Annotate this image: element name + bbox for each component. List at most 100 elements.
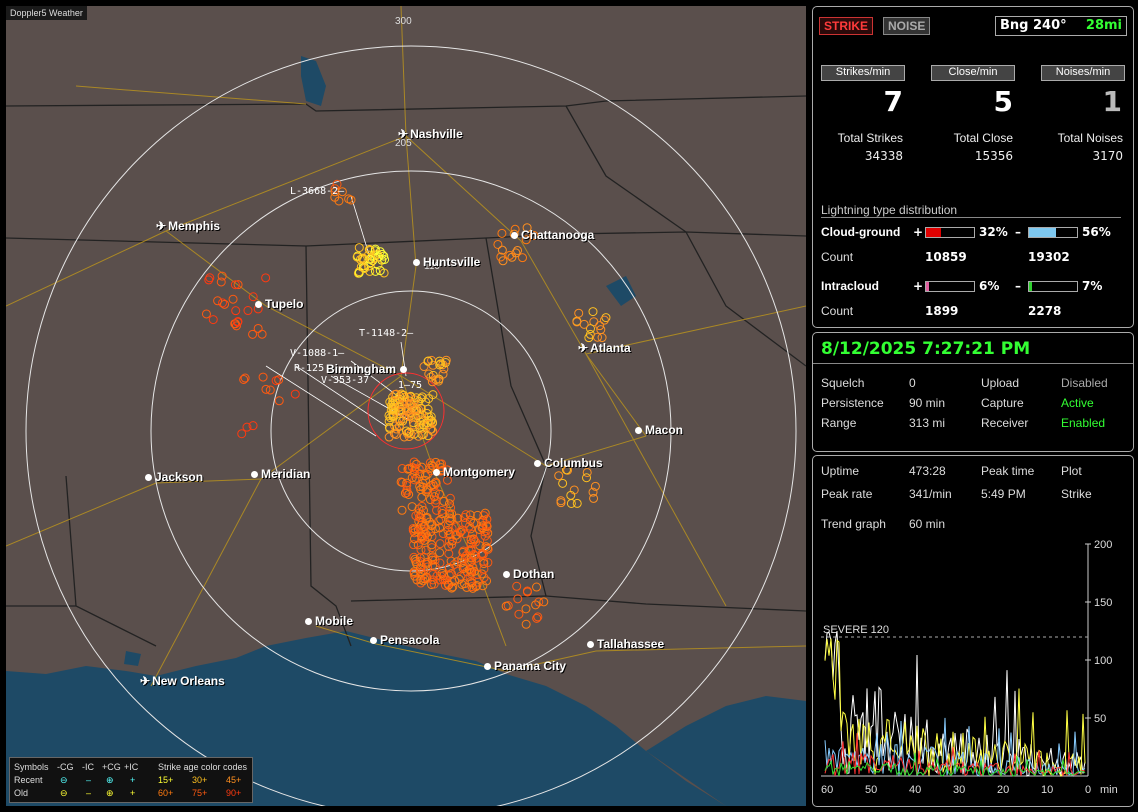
- total-strikes-label: Total Strikes: [837, 131, 903, 145]
- x-tick-label: 40: [909, 784, 921, 796]
- noise-button[interactable]: NOISE: [883, 17, 931, 35]
- upload-value[interactable]: Disabled: [1061, 376, 1108, 390]
- cg-pos-icon: ⊕: [106, 788, 114, 798]
- strike-marker: [512, 581, 522, 591]
- storm-label[interactable]: V-1088-1–: [290, 348, 345, 359]
- cg-pos-fill: [926, 228, 942, 237]
- peak-rate-label: Peak rate: [821, 487, 873, 501]
- strike-marker: [365, 266, 375, 276]
- strike-marker: [231, 306, 241, 316]
- strike-marker: [482, 536, 492, 546]
- noises-per-min-header[interactable]: Noises/min: [1041, 65, 1125, 81]
- strike-marker: [427, 460, 437, 470]
- strike-marker: [220, 299, 230, 309]
- x-tick-label: 60: [821, 784, 833, 796]
- strike-marker: [505, 250, 515, 260]
- strike-marker: [352, 252, 362, 262]
- strike-marker: [410, 524, 420, 534]
- strike-marker: [421, 475, 431, 485]
- strike-marker: [473, 510, 483, 520]
- strike-marker: [364, 245, 374, 255]
- city-memphis: ✈ Memphis: [156, 219, 221, 233]
- storm-label[interactable]: R-125: [294, 363, 325, 374]
- cg-neg-icon: ⊖: [60, 775, 68, 785]
- legend-symbols-label: Symbols: [14, 762, 49, 772]
- ic-neg-bar: [1028, 281, 1078, 292]
- strike-marker: [416, 394, 426, 404]
- receiver-value[interactable]: Enabled: [1061, 416, 1106, 430]
- strikes-per-min-header[interactable]: Strikes/min: [821, 65, 905, 81]
- capture-value[interactable]: Active: [1061, 396, 1094, 410]
- close-per-min-header[interactable]: Close/min: [931, 65, 1015, 81]
- y-tick-label: 100: [1094, 655, 1112, 667]
- strike-marker: [375, 247, 385, 257]
- ic-neg-pct: 7%: [1082, 279, 1103, 293]
- strike-marker: [592, 332, 602, 342]
- strike-marker: [365, 254, 375, 264]
- strike-button[interactable]: STRIKE: [819, 17, 874, 35]
- strike-marker: [556, 498, 566, 508]
- strike-marker: [397, 464, 407, 474]
- strike-marker: [399, 432, 409, 442]
- strike-marker: [417, 534, 427, 544]
- strike-marker: [409, 552, 419, 562]
- total-close-value: 15356: [974, 149, 1013, 163]
- strike-marker: [274, 396, 284, 406]
- strike-marker: [428, 390, 438, 400]
- cg-neg-fill: [1029, 228, 1056, 237]
- strike-marker: [428, 426, 438, 436]
- strike-marker: [409, 429, 419, 439]
- city-dot-icon: [145, 474, 152, 482]
- strike-marker: [410, 404, 420, 414]
- strike-marker: [442, 465, 452, 475]
- airport-icon: ✈: [398, 127, 409, 141]
- ic-pos-count: 1899: [925, 304, 959, 318]
- peak-time-value: 5:49 PM: [981, 487, 1026, 501]
- city-dot-icon: [635, 427, 642, 435]
- strike-marker: [410, 395, 420, 405]
- legend-header-row: Symbols -CG -IC +CG +IC Strike age color…: [14, 762, 250, 774]
- ic-pos-icon: +: [130, 788, 136, 798]
- strike-marker: [337, 187, 347, 197]
- strike-marker: [445, 516, 455, 526]
- strike-marker: [579, 319, 589, 329]
- strike-marker: [558, 478, 568, 488]
- strike-marker: [442, 475, 452, 485]
- strike-marker: [518, 253, 528, 263]
- range-value[interactable]: 313 mi: [909, 416, 946, 430]
- squelch-value[interactable]: 0: [909, 376, 916, 390]
- trend-graph-label: Trend graph: [821, 517, 886, 531]
- strike-marker: [432, 505, 442, 515]
- trend-graph-value[interactable]: 60 min: [909, 517, 946, 531]
- strike-marker: [354, 268, 364, 278]
- plot-value[interactable]: Strike: [1061, 487, 1092, 501]
- storm-label[interactable]: L-3668-2–: [290, 186, 345, 197]
- strike-marker: [233, 317, 243, 327]
- cg-neg-sign: –: [1015, 225, 1021, 239]
- strike-marker: [397, 505, 407, 515]
- strike-marker: [419, 552, 429, 562]
- intracloud-label: Intracloud: [821, 279, 880, 293]
- strike-marker: [208, 315, 218, 325]
- storm-label[interactable]: V-353-37: [321, 375, 370, 386]
- peak-time-label: Peak time: [981, 464, 1035, 478]
- strike-marker: [395, 400, 405, 410]
- app-title: Doppler5 Weather: [6, 6, 87, 20]
- cloud-ground-label: Cloud-ground: [821, 225, 901, 239]
- city-dot-icon: [484, 663, 491, 671]
- storm-label[interactable]: T-1148-2–: [359, 328, 414, 339]
- airport-icon: ✈: [140, 674, 151, 688]
- strike-marker: [261, 384, 271, 394]
- strike-marker: [243, 306, 253, 316]
- strike-marker: [248, 421, 258, 431]
- strike-marker: [248, 329, 258, 339]
- strike-marker: [253, 323, 263, 333]
- strike-marker: [421, 545, 431, 555]
- x-unit-label: min: [1100, 784, 1118, 796]
- persistence-value[interactable]: 90 min: [909, 396, 946, 410]
- storm-label[interactable]: 1–75: [398, 380, 423, 391]
- strike-marker: [239, 374, 249, 384]
- strike-marker: [539, 597, 549, 607]
- airport-icon: ✈: [578, 341, 589, 355]
- lightning-map[interactable]: Doppler5 Weather 300 205 110 ✈ Nashville …: [6, 6, 806, 806]
